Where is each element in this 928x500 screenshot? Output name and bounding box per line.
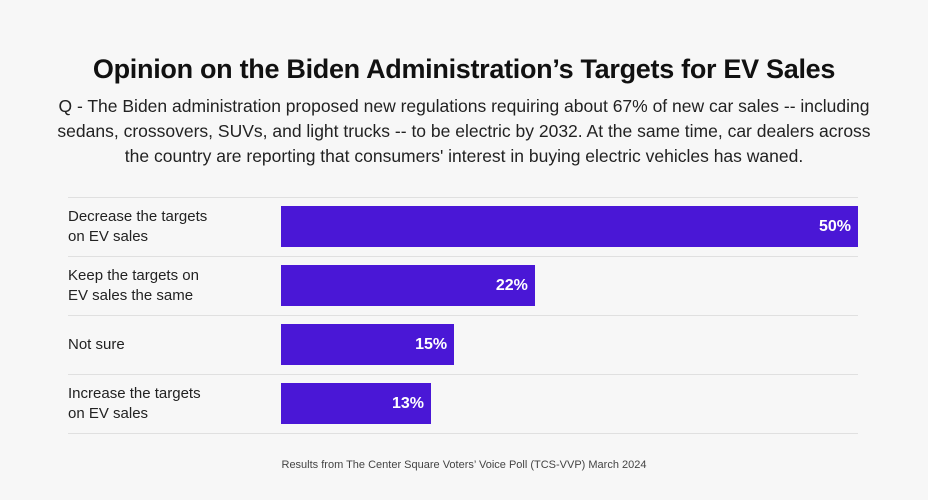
bar-row: Not sure 15% <box>68 315 858 374</box>
bar: 50% <box>281 206 858 247</box>
data-label: 15% <box>415 335 448 353</box>
chart-subtitle: Q - The Biden administration proposed ne… <box>57 96 871 166</box>
bar-row: Increase the targets on EV sales 13% <box>68 374 858 434</box>
category-label: Not sure <box>68 336 125 353</box>
data-label: 22% <box>495 276 528 294</box>
bar: 15% <box>281 324 455 365</box>
data-label: 50% <box>818 217 851 235</box>
category-label: Increase the targets on EV sales <box>68 385 201 422</box>
category-label: Keep the targets on EV sales the same <box>68 267 199 304</box>
bar-row: Decrease the targets on EV sales 50% <box>68 197 858 256</box>
bar-chart: Decrease the targets on EV sales 50% Keep … <box>68 197 858 434</box>
data-label: 13% <box>391 394 425 412</box>
bar: 22% <box>281 265 535 306</box>
bar-row: Keep the targets on EV sales the same 22% <box>68 256 858 315</box>
chart-title: Opinion on the Biden Administration’s Ta… <box>92 54 836 84</box>
category-label: Decrease the targets on EV sales <box>68 208 208 245</box>
bar: 13% <box>281 383 432 424</box>
source-note: Results from The Center Square Voters’ V… <box>281 459 647 471</box>
